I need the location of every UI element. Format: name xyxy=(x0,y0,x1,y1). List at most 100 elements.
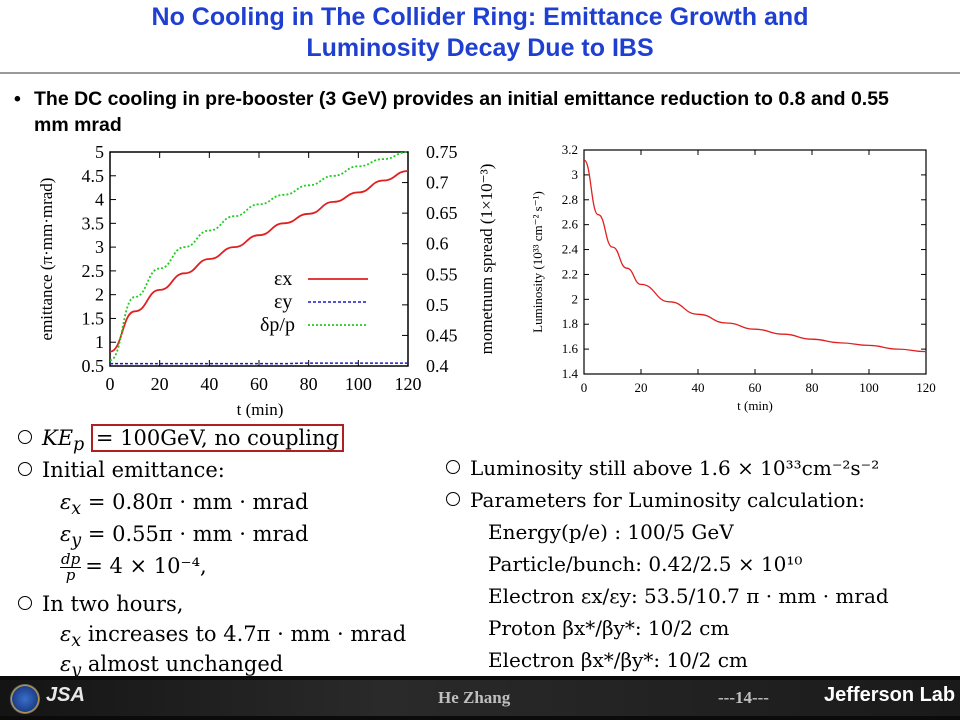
circle-bullet-icon xyxy=(18,462,32,476)
emittance-legend: εx εy δp/p xyxy=(260,268,368,336)
luminosity-chart: 0 20 40 60 80 100 120 1.4 1.6 1.8 2 2.2 2.4 2.6 2.8 3 3… xyxy=(530,142,936,413)
emittance-y2-tick-label: 0.6 xyxy=(426,234,449,254)
luminosity-x-tick-label: 0 xyxy=(581,380,588,395)
emittance-y2-tick-label: 0.45 xyxy=(426,325,458,345)
emittance-x-tick-label: 100 xyxy=(345,374,372,394)
luminosity-x-tick-label: 120 xyxy=(916,380,936,395)
note-ex: εx = 0.80π · mm · mrad xyxy=(60,490,309,520)
legend-label-ex: εx xyxy=(274,268,292,290)
note-ex-growth: εx increases to 4.7π · mm · mrad xyxy=(60,622,407,652)
slide-title-line-2: Luminosity Decay Due to IBS xyxy=(306,34,654,62)
param-proton-beta: Proton βx*/βy*: 10/2 cm xyxy=(488,616,730,640)
emittance-y-tick-label: 1.5 xyxy=(82,308,105,328)
luminosity-y-tick-label: 1.8 xyxy=(562,316,578,331)
emittance-x-tick-label: 20 xyxy=(151,374,169,394)
emittance-x-tick-label: 60 xyxy=(250,374,268,394)
emittance-y-tick-label: 1 xyxy=(95,332,104,352)
luminosity-x-tick-label: 100 xyxy=(859,380,879,395)
note-params-title: Parameters for Luminosity calculation: xyxy=(446,486,865,514)
luminosity-y-tick-label: 1.4 xyxy=(562,366,579,381)
dp-series-line xyxy=(109,151,409,362)
luminosity-y-tick-label: 2.2 xyxy=(562,266,578,281)
luminosity-y-tick-label: 2.6 xyxy=(562,217,579,232)
emittance-x-axis-label: t (min) xyxy=(237,400,284,418)
luminosity-y-tick-label: 2.4 xyxy=(562,242,579,257)
luminosity-plot-frame xyxy=(583,149,927,375)
footer-band xyxy=(0,680,960,716)
ke-sub: p xyxy=(73,435,85,456)
emittance-y-tick-label: 5 xyxy=(95,142,104,162)
emittance-x-tick-label: 0 xyxy=(106,374,115,394)
note-two-hours: In two hours, xyxy=(18,590,183,618)
luminosity-y-tick-label: 3 xyxy=(572,167,579,182)
emittance-y-tick-label: 3 xyxy=(95,237,104,257)
emittance-y2-axis-label: mometnum spread (1×10⁻³) xyxy=(477,164,496,355)
ke-label: KE xyxy=(42,426,74,450)
doe-seal-logo xyxy=(10,684,40,714)
note-initial-emittance: Initial emittance: xyxy=(18,456,225,484)
dp-denominator: p xyxy=(65,566,76,584)
ey-initial-value: = 0.55π · mm · mrad xyxy=(87,522,309,546)
luminosity-x-tick-label: 20 xyxy=(635,380,648,395)
ex-growth-text: increases to 4.7π · mm · mrad xyxy=(87,622,407,646)
emittance-y2-tick-label: 0.5 xyxy=(426,295,449,315)
legend-label-ey: εy xyxy=(274,291,292,313)
param-particles: Particle/bunch: 0.42/2.5 × 10¹⁰ xyxy=(488,552,803,576)
title-divider xyxy=(0,72,960,74)
emittance-y-axis-label: emittance (π·mm·mrad) xyxy=(37,178,56,341)
circle-bullet-icon xyxy=(18,596,32,610)
ey-growth-text: almost unchanged xyxy=(87,652,284,676)
luminosity-x-axis-label: t (min) xyxy=(737,398,773,413)
author-name: He Zhang xyxy=(438,688,511,707)
initial-emittance-label: Initial emittance: xyxy=(42,458,225,482)
luminosity-x-tick-label: 60 xyxy=(749,380,762,395)
emittance-y2-tick-label: 0.4 xyxy=(426,356,449,376)
jsa-logo: JSA xyxy=(46,684,85,706)
highlight-box: = 100GeV, no coupling xyxy=(90,424,344,452)
emittance-y2-tick-label: 0.55 xyxy=(426,264,458,284)
param-electron-beta: Electron βx*/βy*: 10/2 cm xyxy=(488,648,748,672)
circle-bullet-icon xyxy=(446,492,460,506)
circle-bullet-icon xyxy=(446,460,460,474)
bullet-text: The DC cooling in pre-booster (3 GeV) pr… xyxy=(34,88,889,136)
dp-numerator: dp xyxy=(60,550,82,568)
emittance-y2-tick-label: 0.65 xyxy=(426,203,458,223)
param-electron-emittance: Electron εx/εy: 53.5/10.7 π · mm · mrad xyxy=(488,584,889,608)
slide-title-line-1: No Cooling in The Collider Ring: Emittan… xyxy=(151,3,809,31)
note-ey: εy = 0.55π · mm · mrad xyxy=(60,522,309,552)
ex-initial-value: = 0.80π · mm · mrad xyxy=(87,490,309,514)
emittance-chart: 0 20 40 60 80 100 120 0.5 1 1.5 2 2.5 3 3.5 4 4.5 5 0.4… xyxy=(37,142,496,418)
lum-still-text: Luminosity still above 1.6 × 10³³cm⁻²s⁻² xyxy=(470,456,880,480)
bullet-dot-icon: • xyxy=(14,88,21,110)
luminosity-y-tick-label: 1.6 xyxy=(562,341,579,356)
dp-initial-value: = 4 × 10⁻⁴, xyxy=(85,554,207,578)
note-lum-still: Luminosity still above 1.6 × 10³³cm⁻²s⁻² xyxy=(446,454,879,482)
emittance-y-tick-label: 2 xyxy=(95,285,104,305)
note-ey-growth: εy almost unchanged xyxy=(60,652,284,682)
emittance-y-tick-label: 4.5 xyxy=(82,166,105,186)
emittance-y2-tick-label: 0.7 xyxy=(426,173,449,193)
luminosity-y-tick-label: 2 xyxy=(572,291,579,306)
emittance-y-tick-label: 4 xyxy=(95,190,104,210)
emittance-plot-frame xyxy=(109,151,409,367)
luminosity-series-line xyxy=(583,159,927,353)
param-energy: Energy(p/e) : 100/5 GeV xyxy=(488,520,734,544)
emittance-y2-tick-label: 0.75 xyxy=(426,142,458,162)
params-title-text: Parameters for Luminosity calculation: xyxy=(470,488,865,512)
bullet-point: • The DC cooling in pre-booster (3 GeV) … xyxy=(14,86,914,138)
jefferson-lab-logo: Jefferson Lab xyxy=(824,684,956,706)
circle-bullet-icon xyxy=(18,430,32,444)
emittance-x-tick-label: 80 xyxy=(300,374,318,394)
page-number: ---14--- xyxy=(718,688,769,707)
emittance-y-tick-label: 0.5 xyxy=(82,356,105,376)
emittance-x-tick-label: 40 xyxy=(200,374,218,394)
ex-series-line xyxy=(109,170,409,353)
emittance-x-tick-label: 120 xyxy=(395,374,422,394)
note-dp: dp p = 4 × 10⁻⁴, xyxy=(60,552,207,583)
luminosity-x-tick-label: 40 xyxy=(692,380,705,395)
note-ke: KEp = 100GeV, no coupling xyxy=(18,424,344,459)
dp-fraction: dp p xyxy=(60,550,82,584)
emittance-y-tick-label: 3.5 xyxy=(82,213,105,233)
luminosity-y-tick-label: 3.2 xyxy=(562,142,578,157)
luminosity-y-tick-label: 2.8 xyxy=(562,192,578,207)
